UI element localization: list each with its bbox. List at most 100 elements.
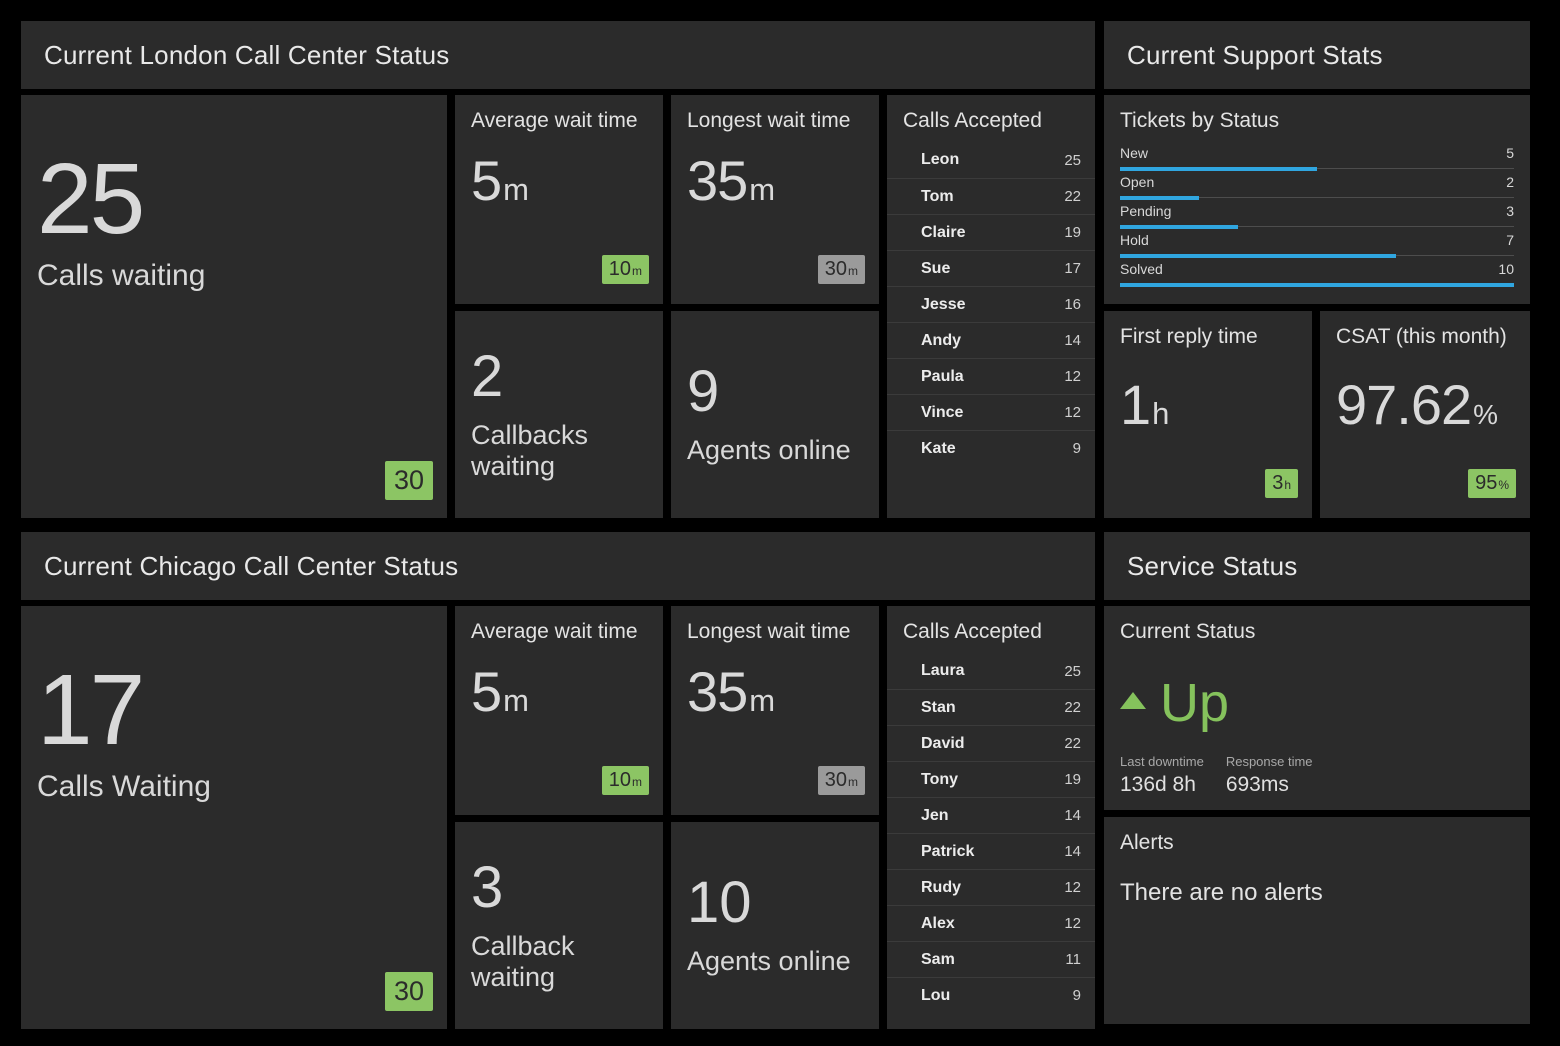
calls-accepted-row: Sam 11 <box>887 941 1095 977</box>
calls-accepted-row: Sue 17 <box>887 250 1095 286</box>
calls-accepted-row: Rudy 12 <box>887 869 1095 905</box>
service-status-section-title: Service Status <box>1127 550 1298 581</box>
london-calls-waiting-goal-badge: 30 <box>384 460 433 500</box>
tickets-by-status-title: Tickets by Status <box>1120 109 1280 132</box>
chicago-section-header: Current Chicago Call Center Status <box>21 532 1095 600</box>
ticket-status-row: Open 2 <box>1120 173 1514 200</box>
london-calls-waiting-label: Calls waiting <box>37 259 206 292</box>
ticket-status-row: Pending 3 <box>1120 202 1514 229</box>
agent-name: Andy <box>921 331 961 349</box>
chicago-calls-waiting-value: 17 <box>37 654 145 766</box>
alerts-title: Alerts <box>1120 831 1174 854</box>
ticket-status-label: Solved <box>1120 261 1163 277</box>
ticket-status-label: New <box>1120 145 1149 161</box>
calls-accepted-row: Jen 14 <box>887 797 1095 833</box>
current-status-value: Up <box>1160 673 1230 733</box>
agent-calls-count: 22 <box>1064 699 1081 716</box>
calls-accepted-row: Tom 22 <box>887 178 1095 214</box>
agent-name: Rudy <box>921 878 961 896</box>
chicago-callbacks-label: Callback waiting <box>471 930 575 992</box>
current-status-stats: Last downtime 136d 8h Response time 693m… <box>1120 754 1514 797</box>
dashboard: Current London Call Center Status 25 Cal… <box>21 21 1530 1043</box>
agent-name: Lou <box>921 986 951 1004</box>
agent-calls-count: 14 <box>1064 807 1081 824</box>
calls-accepted-row: Jesse 16 <box>887 286 1095 322</box>
ticket-status-label: Hold <box>1120 232 1149 248</box>
support-section-title: Current Support Stats <box>1127 39 1383 70</box>
chicago-section-title: Current Chicago Call Center Status <box>44 550 459 581</box>
agent-calls-count: 12 <box>1064 915 1081 932</box>
ticket-bar <box>1120 167 1317 171</box>
london-average-wait-tile: Average wait time 5 m 10 m <box>455 95 663 304</box>
service-status-section-header: Service Status <box>1104 532 1530 600</box>
agent-calls-count: 19 <box>1064 224 1081 241</box>
ticket-bar <box>1120 196 1199 200</box>
london-longest-wait-tile: Longest wait time 35 m 30 m <box>671 95 879 304</box>
london-longest-wait-title: Longest wait time <box>687 109 851 132</box>
london-agents-online-tile: 9 Agents online <box>671 311 879 518</box>
calls-accepted-row: Leon 25 <box>887 142 1095 178</box>
chicago-callbacks-value: 3 <box>471 854 504 920</box>
agent-name: Laura <box>921 662 965 679</box>
ticket-status-count: 10 <box>1498 261 1514 277</box>
chicago-longest-wait-tile: Longest wait time 35 m 30 m <box>671 606 879 815</box>
ticket-status-row: New 5 <box>1120 144 1514 171</box>
agent-name: Leon <box>921 151 960 168</box>
ticket-bar-track <box>1120 167 1514 171</box>
support-column: Current Support Stats Tickets by Status … <box>1104 21 1530 1043</box>
ticket-bar-track <box>1120 283 1514 287</box>
ticket-status-labels: New 5 <box>1120 144 1514 163</box>
first-reply-goal-badge: 3 h <box>1265 469 1298 498</box>
calls-accepted-row: Stan 22 <box>887 689 1095 725</box>
ticket-bar <box>1120 225 1239 229</box>
chicago-calls-waiting-goal-badge: 30 <box>384 971 433 1011</box>
chicago-agents-online-label: Agents online <box>687 946 851 976</box>
response-time-value: 693ms <box>1225 773 1289 796</box>
london-section-header: Current London Call Center Status <box>21 21 1095 89</box>
london-tile-grid: 25 Calls waiting 30 Average wait time 5 … <box>21 95 1095 518</box>
support-kpi-row: First reply time 1 h 3 h CSAT (this mont… <box>1104 311 1530 518</box>
agent-name: Sam <box>921 950 955 968</box>
chicago-calls-accepted-list: Laura 25 Stan 22 David 22 Tony 19 Jen 14… <box>887 653 1095 1013</box>
chicago-longest-wait-goal-badge: 30 m <box>817 766 865 795</box>
tickets-by-status-tile: Tickets by Status New 5 Open 2 Pending 3 <box>1104 95 1530 304</box>
agent-name: Tony <box>921 770 959 788</box>
agent-name: Vince <box>921 403 964 421</box>
london-calls-accepted-tile: Calls Accepted Leon 25 Tom 22 Claire 19 … <box>887 95 1095 518</box>
agent-name: Jesse <box>921 295 966 313</box>
chicago-longest-wait-title: Longest wait time <box>687 620 851 643</box>
chicago-average-wait-title: Average wait time <box>471 620 638 643</box>
chicago-tile-grid: 17 Calls Waiting 30 Average wait time 5 … <box>21 606 1095 1029</box>
agent-calls-count: 12 <box>1064 368 1081 385</box>
first-reply-time-value: 1 h <box>1120 373 1170 436</box>
agent-name: Paula <box>921 367 964 385</box>
first-reply-time-tile: First reply time 1 h 3 h <box>1104 311 1312 518</box>
london-agents-online-value: 9 <box>687 359 720 424</box>
london-callbacks-value: 2 <box>471 343 504 409</box>
agent-name: Tom <box>921 187 954 205</box>
chicago-calls-waiting-tile: 17 Calls Waiting 30 <box>21 606 447 1029</box>
response-time-label: Response time <box>1225 754 1313 769</box>
ticket-status-labels: Hold 7 <box>1120 231 1514 250</box>
london-average-wait-title: Average wait time <box>471 109 638 132</box>
agent-calls-count: 25 <box>1064 662 1081 680</box>
calls-accepted-row: Vince 12 <box>887 394 1095 430</box>
agent-calls-count: 17 <box>1064 260 1081 277</box>
ticket-status-count: 5 <box>1506 145 1514 161</box>
chicago-calls-waiting-label: Calls Waiting <box>37 770 211 803</box>
ticket-bar-track <box>1120 196 1514 200</box>
agent-calls-count: 12 <box>1064 879 1081 896</box>
chicago-calls-accepted-title: Calls Accepted <box>903 620 1042 643</box>
agent-name: Jen <box>921 806 949 824</box>
ticket-status-label: Open <box>1120 174 1155 190</box>
agent-name: Sue <box>921 259 951 277</box>
agent-calls-count: 22 <box>1064 735 1081 752</box>
last-downtime-value: 136d 8h <box>1120 773 1196 796</box>
chicago-longest-wait-value: 35 m <box>687 660 776 723</box>
calls-accepted-row: Andy 14 <box>887 322 1095 358</box>
ticket-status-labels: Open 2 <box>1120 173 1514 192</box>
agent-calls-count: 16 <box>1064 296 1081 313</box>
response-time-stat: Response time 693ms <box>1226 754 1313 797</box>
call-centers-column: Current London Call Center Status 25 Cal… <box>21 21 1095 1043</box>
